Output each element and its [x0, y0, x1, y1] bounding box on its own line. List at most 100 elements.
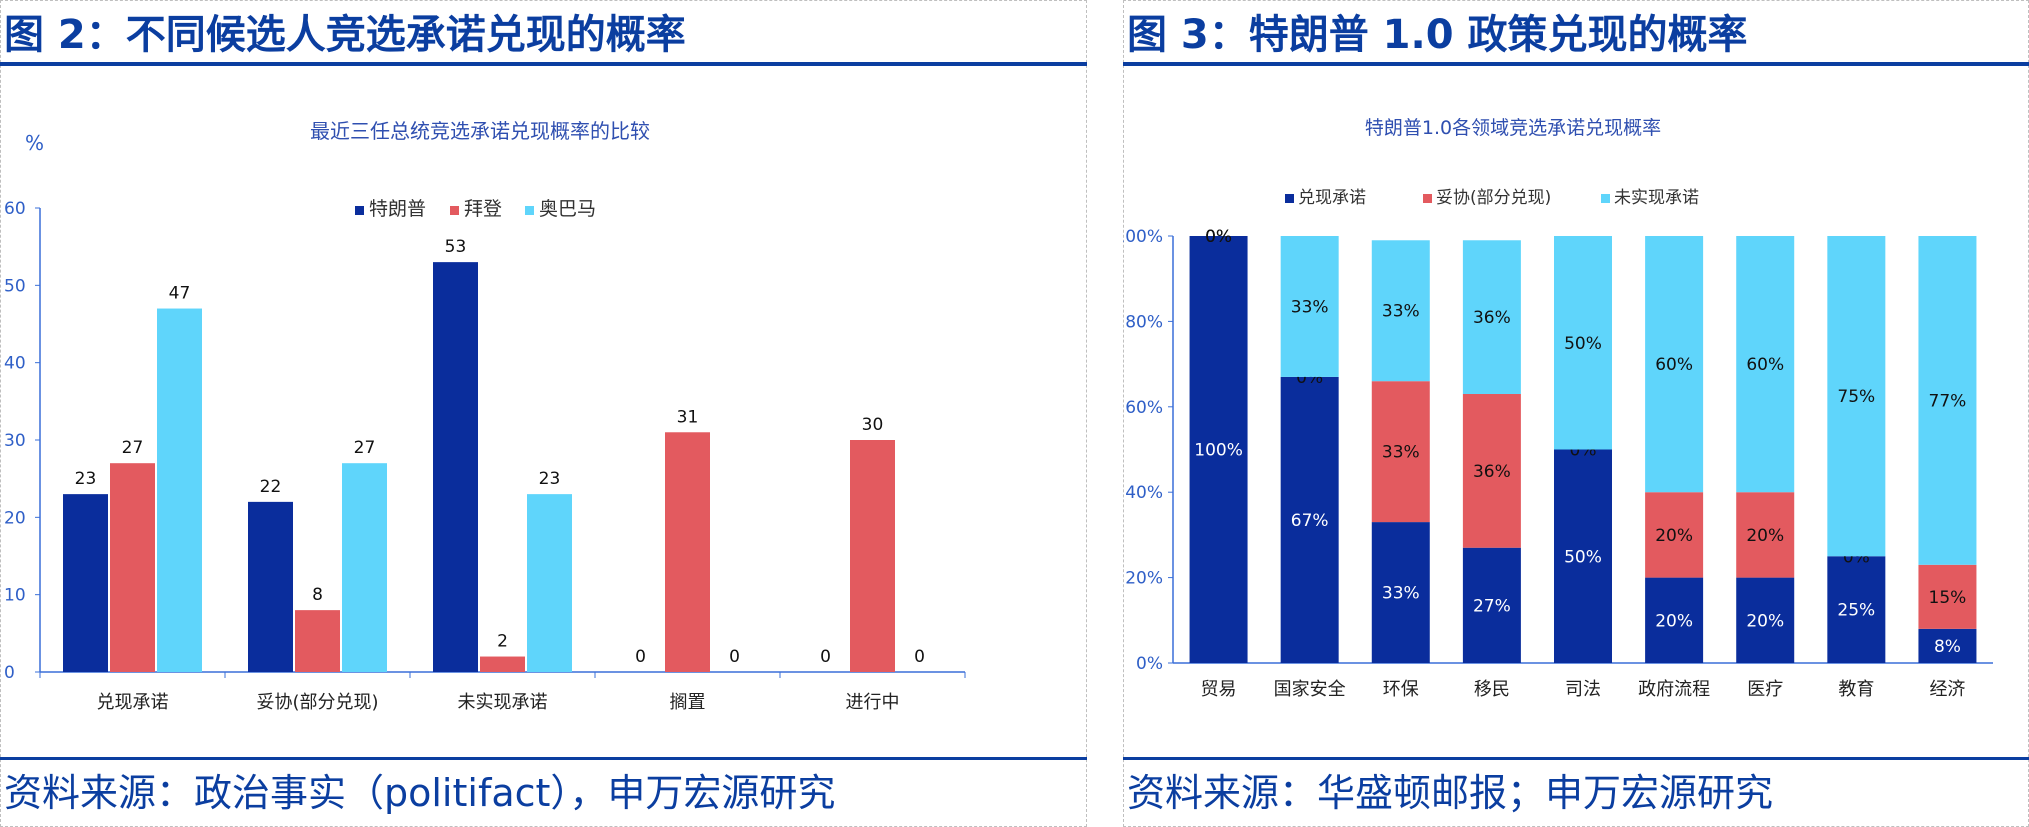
stack-segment-2-7	[1827, 236, 1886, 557]
data-label: 0%	[1205, 227, 1232, 247]
bar-0-2	[433, 262, 478, 672]
figure-3-title-rule	[1123, 62, 2029, 66]
data-label: 27	[354, 438, 376, 458]
x-tick-label: 兑现承诺	[97, 692, 169, 713]
data-label: 0%	[1205, 227, 1232, 247]
stack-segment-2-4	[1554, 236, 1612, 450]
data-label: 22	[260, 477, 282, 497]
legend-label-0: 兑现承诺	[1298, 188, 1366, 208]
y-tick-label: 60	[4, 199, 26, 219]
data-label: 50%	[1564, 547, 1602, 567]
y-tick-label: 10	[4, 586, 26, 606]
bar-1-1	[295, 610, 340, 672]
figure-2-source-rule	[0, 757, 1087, 760]
y-tick-label: 80%	[1125, 312, 1163, 332]
stack-segment-0-5	[1645, 577, 1704, 663]
x-tick-label: 进行中	[846, 692, 900, 713]
stack-segment-0-6	[1736, 577, 1795, 663]
y-tick-label: 20	[4, 508, 26, 528]
legend-swatch-0	[1285, 194, 1294, 203]
data-label: 77%	[1929, 391, 1967, 411]
figure-2-source: 资料来源：政治事实（politifact），申万宏源研究	[4, 771, 836, 815]
bar-1-3	[665, 432, 710, 672]
legend-label-2: 奥巴马	[539, 198, 596, 220]
y-tick-label: 0	[4, 663, 15, 683]
figure-3-panel: 图 3：特朗普 1.0 政策兑现的概率 特朗普1.0各领域竞选承诺兑现概率兑现承…	[1123, 0, 2029, 827]
figure-2-panel: 图 2：不同候选人竞选承诺兑现的概率 最近三任总统竞选承诺兑现概率的比较% 特朗普…	[0, 0, 1087, 827]
data-label: 23	[75, 469, 97, 489]
data-label: 20%	[1655, 526, 1693, 546]
stack-segment-0-3	[1462, 547, 1521, 663]
y-tick-label: 40	[4, 354, 26, 374]
data-label: 20%	[1655, 611, 1693, 631]
chart-title: 特朗普1.0各领域竞选承诺兑现概率	[1365, 117, 1661, 139]
data-label: 33%	[1291, 297, 1329, 317]
x-tick-label: 政府流程	[1638, 679, 1710, 700]
x-tick-label: 环保	[1383, 679, 1419, 700]
data-label: 33%	[1382, 443, 1420, 463]
stack-segment-1-2	[1371, 381, 1430, 523]
legend-swatch-1	[450, 206, 459, 215]
stack-segment-0-8	[1918, 628, 1977, 663]
stack-segment-0-2	[1371, 522, 1430, 663]
data-label: 0	[914, 647, 925, 667]
bar-2-0	[157, 308, 202, 672]
stack-segment-0-7	[1827, 556, 1886, 663]
data-label: 27	[122, 438, 144, 458]
stack-segment-2-5	[1645, 236, 1704, 493]
bar-2-2	[527, 494, 572, 672]
data-label: 33%	[1382, 302, 1420, 322]
data-label: 30	[862, 415, 884, 435]
data-label: 33%	[1382, 584, 1420, 604]
stack-segment-1-8	[1918, 564, 1977, 629]
figure-3-title: 图 3：特朗普 1.0 政策兑现的概率	[1127, 12, 1748, 58]
x-tick-label: 教育	[1838, 679, 1874, 700]
stack-segment-2-3	[1462, 240, 1521, 394]
data-label: 0	[635, 647, 646, 667]
stack-segment-2-8	[1918, 236, 1977, 565]
x-tick-label: 贸易	[1201, 679, 1237, 700]
bar-2-1	[342, 463, 387, 672]
stack-segment-0-1	[1280, 376, 1339, 663]
x-tick-label: 妥协(部分兑现)	[256, 692, 378, 713]
x-tick-label: 搁置	[670, 692, 706, 713]
data-label: 36%	[1473, 308, 1511, 328]
x-tick-label: 司法	[1565, 679, 1601, 700]
stack-segment-2-1	[1280, 236, 1339, 377]
x-tick-label: 医疗	[1747, 679, 1783, 700]
chart-candidate-promises: 最近三任总统竞选承诺兑现概率的比较%特朗普 拜登 奥巴马0102030405060兑…	[4, 119, 966, 713]
data-label: 8%	[1934, 637, 1961, 657]
data-label: 20%	[1746, 611, 1784, 631]
legend-swatch-1	[1423, 194, 1432, 203]
legend-label-2: 未实现承诺	[1614, 188, 1699, 208]
y-tick-label: 40%	[1125, 483, 1163, 503]
data-label: 8	[312, 585, 323, 605]
x-tick-label: 国家安全	[1274, 679, 1346, 700]
legend-swatch-0	[355, 206, 364, 215]
legend-label-1: 拜登	[464, 198, 502, 220]
data-label: 53	[445, 237, 467, 257]
data-label: 0	[729, 647, 740, 667]
stack-segment-1-6	[1736, 492, 1795, 578]
y-tick-label: 0%	[1136, 654, 1163, 674]
stack-segment-2-2	[1371, 240, 1430, 382]
data-label: 36%	[1473, 462, 1511, 482]
data-label: 47	[169, 284, 191, 304]
bar-1-4	[850, 440, 895, 672]
bar-1-0	[110, 463, 155, 672]
data-label: 31	[677, 407, 699, 427]
y-tick-label: 20%	[1125, 569, 1163, 589]
stack-segment-0-0	[1189, 236, 1248, 663]
stack-segment-1-3	[1462, 393, 1521, 548]
data-label: 50%	[1564, 334, 1602, 354]
stack-segment-0-4	[1554, 449, 1612, 663]
data-label: 60%	[1746, 355, 1784, 375]
figure-3-source: 资料来源：华盛顿邮报；申万宏源研究	[1127, 771, 1774, 815]
figure-3-source-rule	[1123, 757, 2029, 760]
legend-label-1: 妥协(部分兑现)	[1436, 188, 1551, 208]
x-tick-label: 移民	[1474, 679, 1510, 700]
stack-segment-2-6	[1736, 236, 1795, 493]
data-label: 75%	[1837, 387, 1875, 407]
bar-1-2	[480, 656, 525, 672]
stack-segment-1-5	[1645, 492, 1704, 578]
